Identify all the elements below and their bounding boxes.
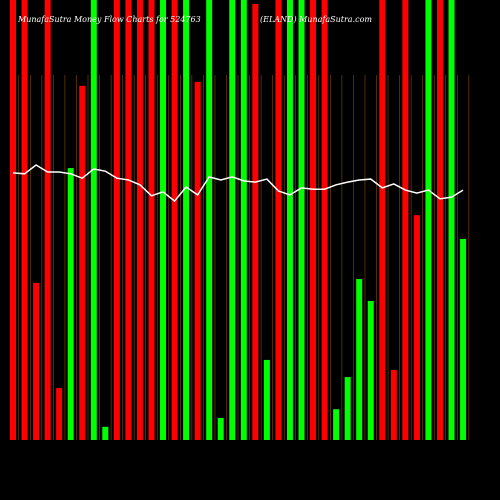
bar: [275, 0, 282, 440]
bar: [136, 0, 143, 440]
bar: [102, 426, 109, 440]
bar: [10, 0, 16, 440]
bar: [206, 0, 213, 440]
bar: [448, 0, 455, 440]
bar: [125, 0, 132, 440]
bar: [286, 0, 293, 440]
bar: [356, 278, 363, 440]
bar: [402, 0, 409, 440]
bar: [310, 0, 317, 440]
bar: [333, 409, 340, 440]
bar: [390, 370, 397, 440]
bar: [21, 0, 28, 440]
bar: [183, 0, 190, 440]
bar: [56, 388, 63, 440]
bar: [367, 300, 374, 440]
bar: [240, 0, 247, 440]
price-line: [12, 164, 464, 203]
bar: [379, 0, 386, 440]
bar: [90, 0, 97, 440]
bar: [413, 215, 420, 440]
bar: [44, 0, 51, 440]
bars: [10, 0, 467, 441]
bar: [67, 168, 74, 440]
bar: [113, 0, 120, 440]
bar: [79, 85, 86, 441]
bar: [160, 0, 167, 440]
bar: [33, 282, 40, 440]
bar: [425, 0, 432, 440]
bar: [194, 81, 201, 440]
bar: [298, 0, 305, 440]
bar: [321, 0, 328, 440]
chart-title: MunafaSutra Money Flow Charts for 524763: [17, 15, 201, 24]
bar: [229, 0, 236, 440]
chart-subtitle: (ELAND) MunafaSutra.com: [260, 15, 372, 24]
bar: [148, 0, 155, 440]
bar: [436, 0, 443, 440]
bar: [460, 238, 467, 440]
bar: [217, 418, 224, 440]
lines: [12, 164, 464, 203]
bar: [171, 0, 178, 440]
bar: [344, 377, 351, 440]
bar: [263, 359, 270, 440]
bar: [252, 3, 259, 441]
grid: [18, 75, 470, 440]
